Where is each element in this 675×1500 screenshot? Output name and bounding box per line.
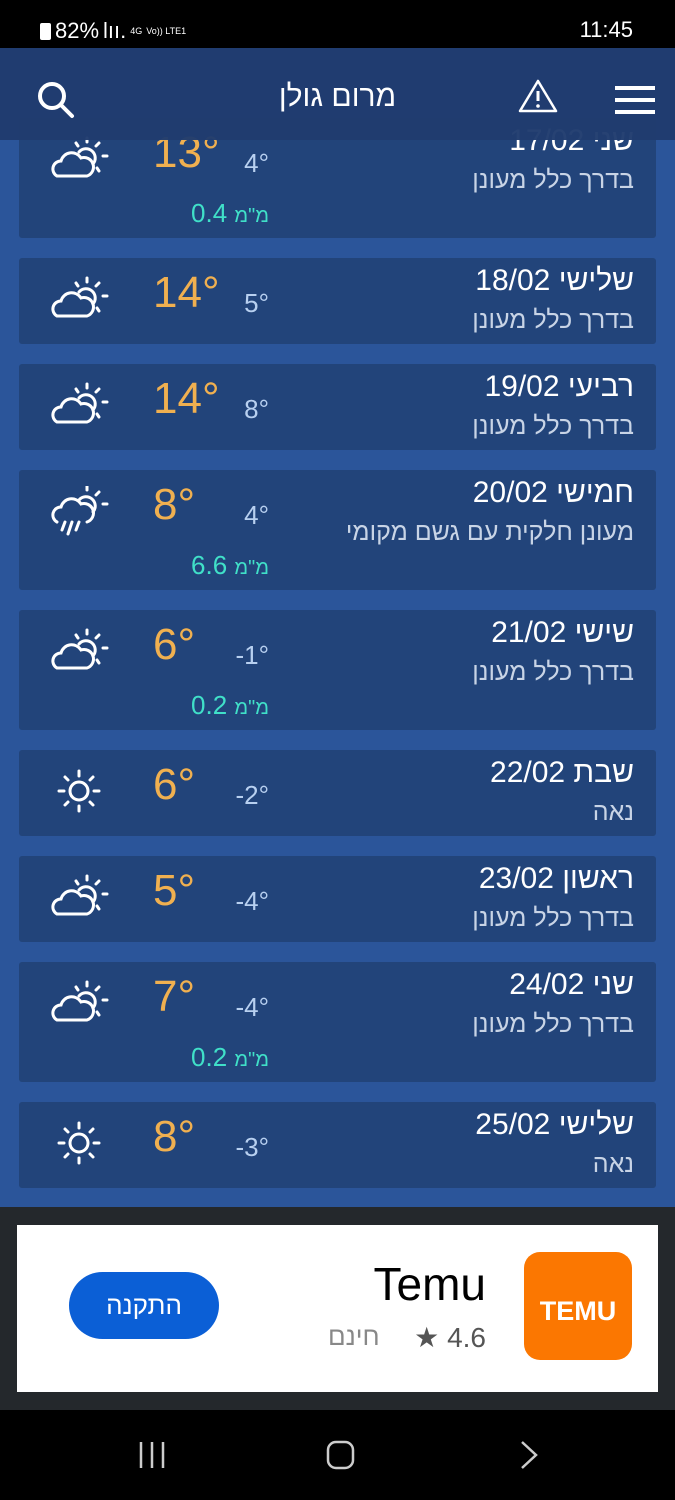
app-price: חינם <box>328 1321 380 1351</box>
precipitation: מ"מ 0.4 <box>169 198 269 229</box>
location-title[interactable]: מרום גולן <box>278 80 397 113</box>
day-date: שבת 22/02 <box>490 756 634 789</box>
rain-icon <box>51 486 109 536</box>
recents-icon[interactable] <box>138 1440 168 1470</box>
partly-cloudy-icon <box>51 382 109 424</box>
battery-icon <box>40 22 51 40</box>
warning-icon[interactable] <box>517 78 559 114</box>
day-date: שלישי 18/02 <box>475 264 634 297</box>
weather-description: מעונן חלקית עם גשם מקומי <box>345 518 634 546</box>
forecast-list[interactable]: 13° 4° מ"מ 0.4 שני 17/02 בדרך כלל מעונן … <box>19 118 656 1188</box>
search-icon[interactable] <box>36 80 76 120</box>
forecast-day-card[interactable]: 6° -2° שבת 22/02 נאה <box>19 750 656 836</box>
low-temp: 5° <box>244 288 269 318</box>
app-rating: ★ 4.6 <box>414 1321 486 1354</box>
precip-unit: מ"מ <box>234 1049 269 1071</box>
precipitation: מ"מ 6.6 <box>169 550 269 581</box>
day-date: שני 24/02 <box>509 968 634 1001</box>
forecast-day-card[interactable]: 14° 5° שלישי 18/02 בדרך כלל מעונן <box>19 258 656 344</box>
high-temp: 8° <box>153 480 196 529</box>
menu-icon[interactable] <box>615 86 655 114</box>
high-temp: 6° <box>153 620 196 669</box>
forecast-day-card[interactable]: 5° -4° ראשון 23/02 בדרך כלל מעונן <box>19 856 656 942</box>
battery-level: 82% <box>55 18 100 43</box>
high-temp: 6° <box>153 760 196 809</box>
clock: 11:45 <box>579 17 633 42</box>
day-date: שישי 21/02 <box>491 616 634 649</box>
app-name[interactable]: Temu <box>373 1258 486 1310</box>
ad-banner: התקנה חינם Temu ★ 4.6 TEMU <box>0 1207 675 1410</box>
ad-card[interactable]: התקנה חינם Temu ★ 4.6 TEMU <box>17 1225 658 1392</box>
precip-unit: מ"מ <box>234 205 269 227</box>
app-header: מרום גולן <box>0 48 675 140</box>
partly-cloudy-icon <box>51 628 109 670</box>
low-temp: 8° <box>244 394 269 424</box>
low-temp: -2° <box>235 780 269 810</box>
signal-icon: lıı. <box>103 18 127 43</box>
forecast-day-card[interactable]: 14° 8° רביעי 19/02 בדרך כלל מעונן <box>19 364 656 450</box>
day-date: שלישי 25/02 <box>475 1108 634 1141</box>
low-temp: -4° <box>235 992 269 1022</box>
back-icon[interactable] <box>518 1440 542 1470</box>
partly-cloudy-icon <box>51 136 109 178</box>
system-nav-bar <box>0 1410 675 1500</box>
status-bar: 82% lıı. 4G Vo)) LTE1 11:45 <box>0 0 675 48</box>
volte-indicator: Vo)) LTE1 <box>146 25 187 36</box>
install-button[interactable]: התקנה <box>69 1272 219 1339</box>
precipitation: מ"מ 0.2 <box>169 690 269 721</box>
low-temp: -4° <box>235 886 269 916</box>
day-date: רביעי 19/02 <box>484 370 634 403</box>
precip-value: 0.2 <box>191 690 228 720</box>
high-temp: 5° <box>153 866 196 915</box>
weather-description: נאה <box>592 798 634 826</box>
low-temp: -1° <box>235 640 269 670</box>
partly-cloudy-icon <box>51 276 109 318</box>
low-temp: -3° <box>235 1132 269 1162</box>
day-date: ראשון 23/02 <box>478 862 634 895</box>
forecast-day-card[interactable]: 6° -1° מ"מ 0.2 שישי 21/02 בדרך כלל מעונן <box>19 610 656 730</box>
weather-description: בדרך כלל מעונן <box>472 904 634 932</box>
weather-description: בדרך כלל מעונן <box>472 1010 634 1038</box>
low-temp: 4° <box>244 148 269 178</box>
forecast-day-card[interactable]: 7° -4° מ"מ 0.2 שני 24/02 בדרך כלל מעונן <box>19 962 656 1082</box>
high-temp: 14° <box>153 268 220 317</box>
rating-value: 4.6 <box>447 1322 486 1353</box>
forecast-day-card[interactable]: 8° -3° שלישי 25/02 נאה <box>19 1102 656 1188</box>
app-logo[interactable]: TEMU <box>524 1252 632 1360</box>
sun-icon <box>57 769 101 813</box>
precip-value: 0.4 <box>191 198 228 228</box>
weather-description: בדרך כלל מעונן <box>472 306 634 334</box>
high-temp: 14° <box>153 374 220 423</box>
weather-description: בדרך כלל מעונן <box>472 166 634 194</box>
low-temp: 4° <box>244 500 269 530</box>
sun-icon <box>57 1121 101 1165</box>
precip-unit: מ"מ <box>234 697 269 719</box>
network-type: 4G <box>130 25 143 36</box>
precip-value: 0.2 <box>191 1042 228 1072</box>
precipitation: מ"מ 0.2 <box>169 1042 269 1073</box>
forecast-day-card[interactable]: 8° 4° מ"מ 6.6 חמישי 20/02 מעונן חלקית עם… <box>19 470 656 590</box>
logo-text: TEMU <box>539 1296 617 1326</box>
weather-description: נאה <box>592 1150 634 1178</box>
precip-unit: מ"מ <box>234 557 269 579</box>
partly-cloudy-icon <box>51 980 109 1022</box>
weather-description: בדרך כלל מעונן <box>472 412 634 440</box>
day-date: חמישי 20/02 <box>472 476 634 509</box>
high-temp: 8° <box>153 1112 196 1161</box>
high-temp: 7° <box>153 972 196 1021</box>
star-icon: ★ <box>414 1322 440 1353</box>
home-icon[interactable] <box>326 1440 356 1470</box>
weather-description: בדרך כלל מעונן <box>472 658 634 686</box>
partly-cloudy-icon <box>51 874 109 916</box>
precip-value: 6.6 <box>191 550 228 580</box>
